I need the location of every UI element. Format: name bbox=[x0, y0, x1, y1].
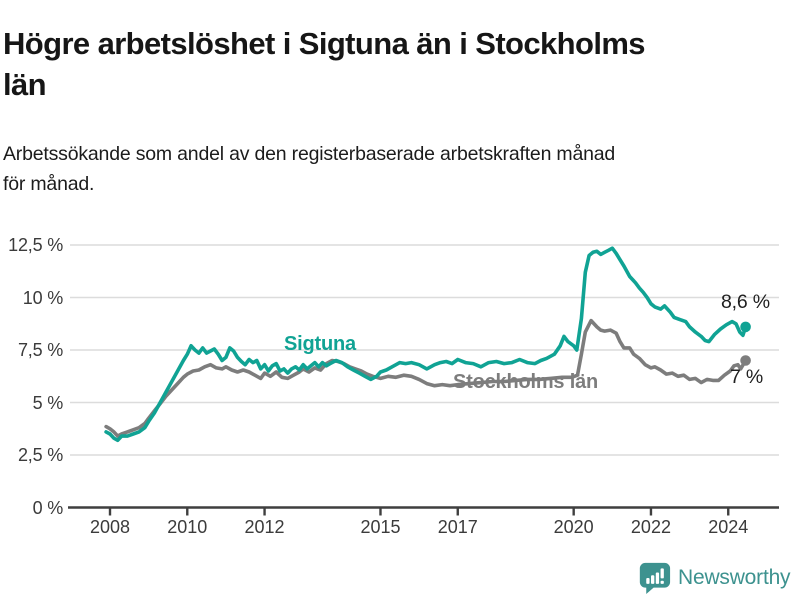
chart-subtitle-line2: för månad. bbox=[3, 172, 95, 195]
x-axis-tick-label: 2012 bbox=[244, 517, 285, 537]
end-dot-sigtuna bbox=[740, 321, 751, 333]
y-axis-tick-label: 2,5 % bbox=[17, 445, 63, 465]
page-title: Högre arbetslöshet i Sigtuna än i Stockh… bbox=[3, 23, 793, 105]
x-axis-tick-label: 2017 bbox=[437, 517, 478, 537]
chart-subtitle-line1: Arbetssökande som andel av den registerb… bbox=[3, 142, 616, 165]
line-stockholms-län bbox=[104, 318, 748, 438]
chart-subtitle: Arbetssökande som andel av den registerb… bbox=[3, 139, 783, 199]
y-axis-tick-label: 12,5 % bbox=[8, 235, 63, 255]
page-title-line2: län bbox=[3, 66, 47, 102]
x-axis-tick-label: 2024 bbox=[708, 517, 749, 537]
x-axis-tick-label: 2008 bbox=[89, 517, 131, 537]
end-value-label-stockholms-lan: 7 % bbox=[730, 366, 764, 388]
x-axis-tick-label: 2010 bbox=[167, 517, 208, 537]
series-label-sigtuna: Sigtuna bbox=[284, 333, 356, 355]
brand-name: Newsworthy bbox=[678, 565, 791, 589]
page-title-line1: Högre arbetslöshet i Sigtuna än i Stockh… bbox=[3, 25, 646, 61]
bar-chart-speech-bubble-icon bbox=[639, 562, 671, 594]
y-axis-tick-label: 0 % bbox=[32, 497, 64, 518]
x-axis-tick-label: 2020 bbox=[553, 517, 594, 537]
line-sigtuna bbox=[104, 246, 748, 443]
newsworthy-logo: Newsworthy bbox=[638, 560, 791, 595]
y-axis-tick-label: 10 % bbox=[22, 287, 63, 308]
end-value-label-sigtuna: 8,6 % bbox=[721, 291, 770, 313]
y-axis-tick-label: 7,5 % bbox=[17, 340, 63, 360]
x-axis-tick-label: 2022 bbox=[630, 517, 671, 537]
y-axis-tick-label: 5 % bbox=[32, 392, 64, 413]
series-label-stockholms-lan: Stockholms län bbox=[453, 371, 599, 393]
end-dot-stockholms-län bbox=[740, 355, 751, 366]
x-axis-tick-label: 2015 bbox=[360, 517, 401, 537]
